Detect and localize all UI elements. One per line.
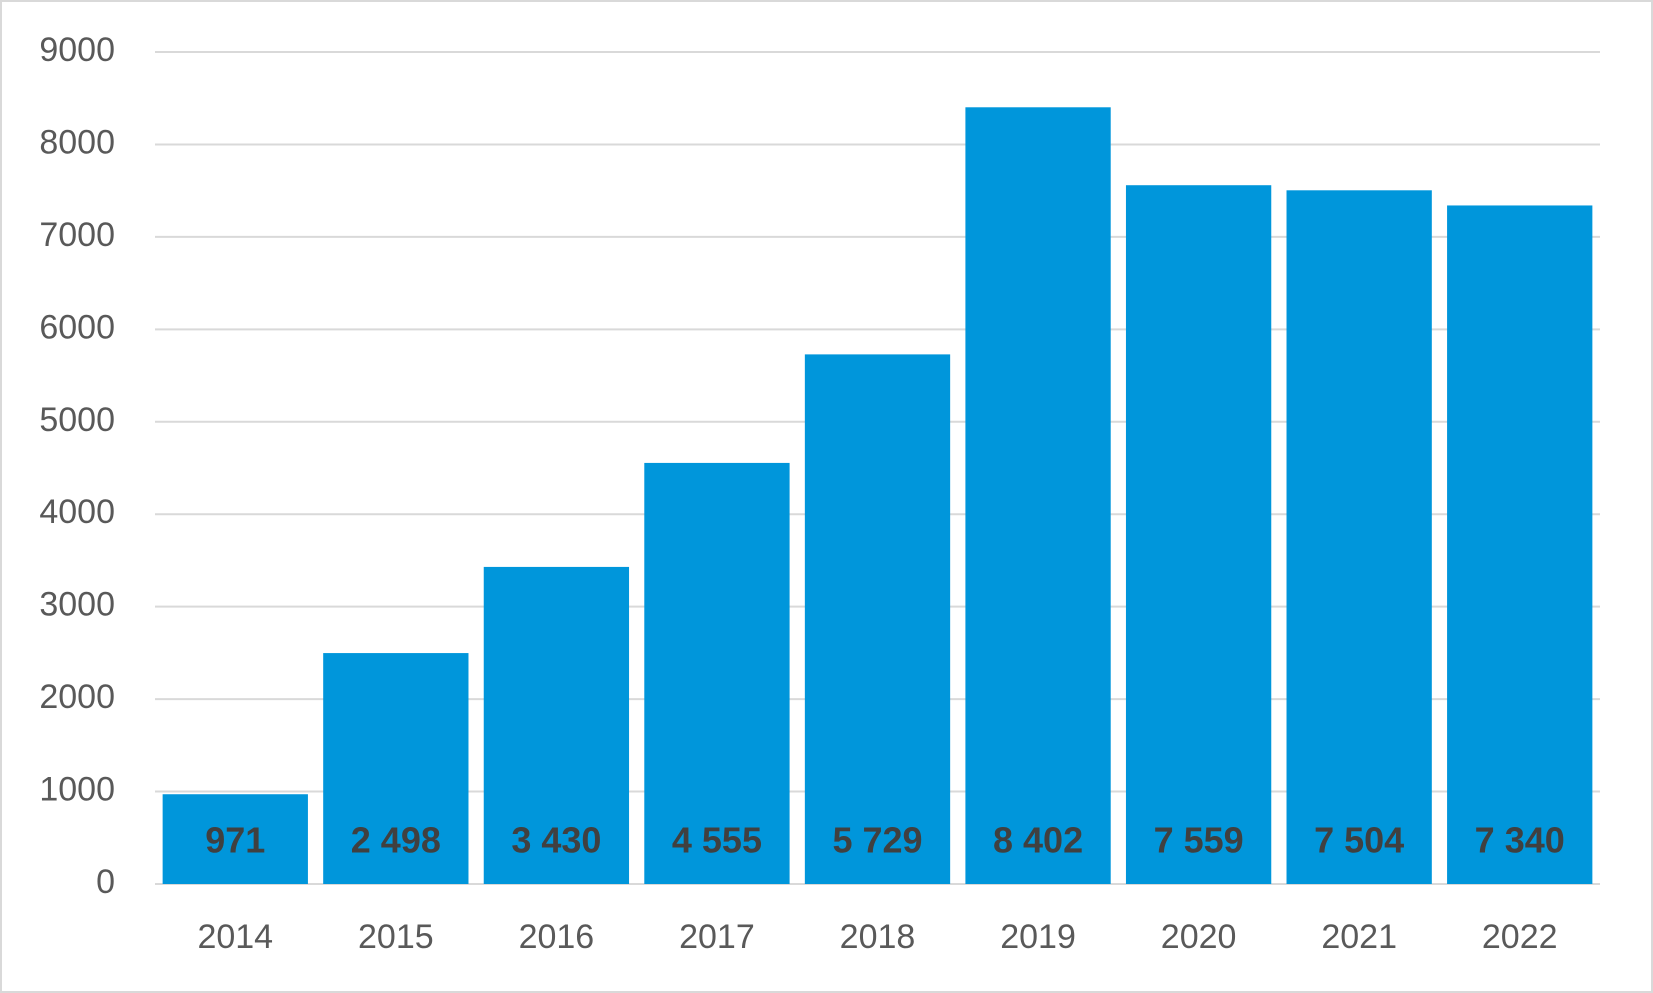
data-label-2015: 2 498 bbox=[351, 820, 441, 861]
data-label-2022: 7 340 bbox=[1475, 820, 1565, 861]
x-tick-label-2022: 2022 bbox=[1482, 918, 1558, 956]
x-tick-label-2017: 2017 bbox=[679, 918, 755, 956]
y-tick-label: 6000 bbox=[39, 308, 115, 346]
data-label-2019: 8 402 bbox=[993, 820, 1083, 861]
x-tick-label-2018: 2018 bbox=[840, 918, 916, 956]
x-tick-label-2020: 2020 bbox=[1161, 918, 1237, 956]
x-tick-label-2016: 2016 bbox=[519, 918, 595, 956]
data-label-2016: 3 430 bbox=[511, 820, 601, 861]
y-tick-label: 0 bbox=[96, 863, 115, 901]
x-axis-tick-labels: 2014 2015 2016 2017 2018 2019 2020 2021 2022 bbox=[197, 918, 1557, 956]
x-tick-label-2021: 2021 bbox=[1321, 918, 1397, 956]
data-label-2018: 5 729 bbox=[832, 820, 922, 861]
x-tick-label-2019: 2019 bbox=[1000, 918, 1076, 956]
y-axis-tick-labels: 0 1000 2000 3000 4000 5000 6000 7000 8000 9000 bbox=[39, 31, 115, 901]
y-tick-label: 2000 bbox=[39, 678, 115, 716]
bar-2015 bbox=[323, 653, 469, 884]
bar-2017 bbox=[644, 462, 790, 884]
bars bbox=[162, 107, 1593, 885]
bar-2016 bbox=[483, 566, 630, 884]
y-tick-label: 7000 bbox=[39, 216, 115, 254]
bar-2020 bbox=[1125, 185, 1272, 884]
bar-2018 bbox=[804, 354, 951, 885]
y-tick-label: 8000 bbox=[39, 123, 115, 161]
bar-2019 bbox=[965, 107, 1111, 884]
y-tick-label: 5000 bbox=[39, 401, 115, 439]
x-tick-label-2015: 2015 bbox=[358, 918, 434, 956]
y-tick-label: 1000 bbox=[39, 771, 115, 809]
data-label-2020: 7 559 bbox=[1154, 820, 1244, 861]
y-tick-label: 9000 bbox=[39, 31, 115, 69]
data-labels: 971 2 498 3 430 4 555 5 729 8 402 7 559 7 504 7 … bbox=[205, 820, 1565, 861]
bar-2014 bbox=[162, 794, 308, 884]
data-label-2014: 971 bbox=[205, 820, 265, 861]
data-label-2017: 4 555 bbox=[672, 820, 762, 861]
y-tick-label: 3000 bbox=[39, 586, 115, 624]
bar-2022 bbox=[1447, 205, 1593, 885]
bar-2021 bbox=[1286, 190, 1432, 885]
data-label-2021: 7 504 bbox=[1314, 820, 1404, 861]
x-tick-label-2014: 2014 bbox=[197, 918, 273, 956]
y-tick-label: 4000 bbox=[39, 493, 115, 531]
